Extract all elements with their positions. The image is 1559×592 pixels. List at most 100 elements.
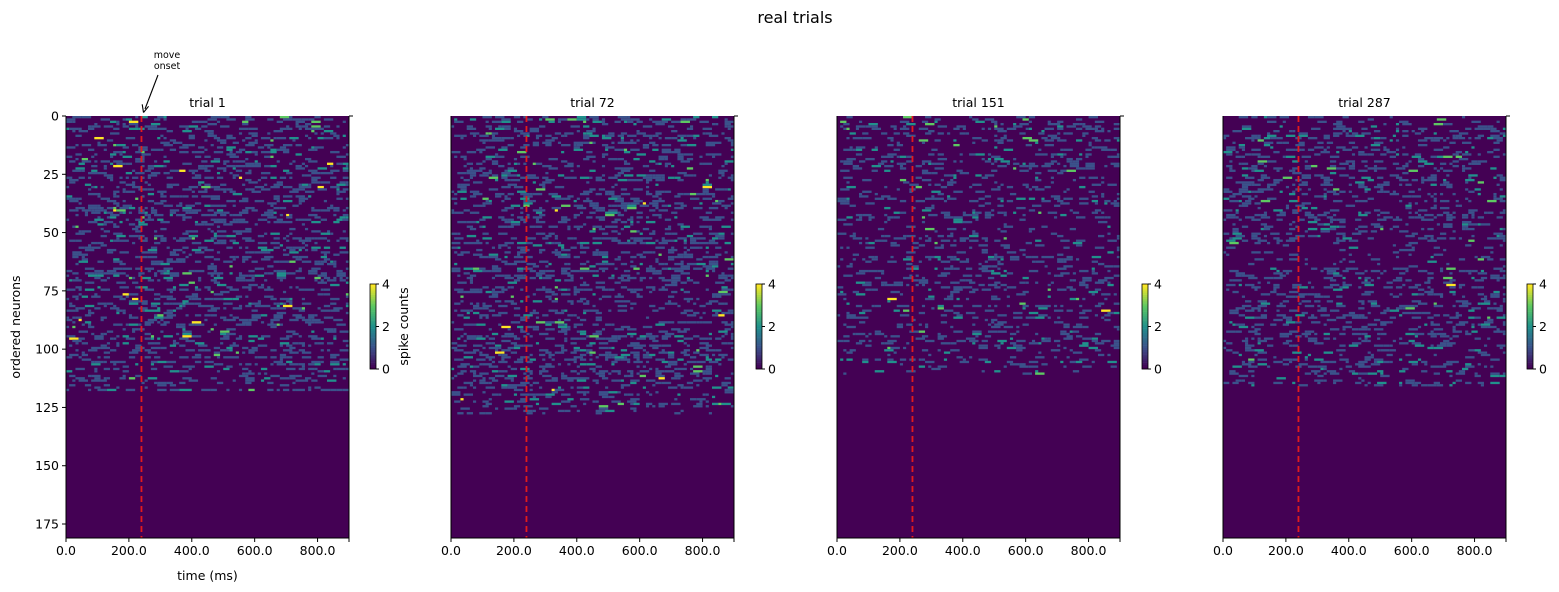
heatmap-cell: [1405, 183, 1412, 186]
heatmap-cell: [586, 150, 593, 154]
heatmap-cell: [345, 293, 349, 296]
heatmap-cell: [116, 311, 120, 315]
heatmap-cell: [623, 120, 628, 123]
heatmap-cell: [479, 167, 486, 170]
heatmap-cell: [172, 302, 183, 305]
colorbar-segment: [1142, 305, 1148, 308]
heatmap-cell: [122, 328, 126, 331]
heatmap-cell: [1304, 211, 1312, 214]
heatmap-cell: [260, 314, 268, 317]
heatmap-cell: [1079, 122, 1083, 126]
heatmap-cell: [238, 272, 243, 275]
heatmap-cell: [1251, 190, 1255, 193]
heatmap-cell: [216, 139, 227, 142]
heatmap-cell: [501, 118, 511, 121]
heatmap-cell: [235, 232, 243, 235]
heatmap-cell: [248, 251, 255, 254]
heatmap-cell: [601, 328, 606, 331]
heatmap-cell: [614, 225, 618, 228]
heatmap-cell: [147, 167, 155, 170]
heatmap-cell: [1333, 122, 1343, 126]
heatmap-cell: [311, 176, 321, 179]
heatmap-cell: [1417, 188, 1422, 191]
heatmap-cell: [125, 295, 129, 298]
colorbar-segment: [756, 343, 762, 346]
heatmap-cell: [270, 176, 277, 179]
heatmap-cell: [251, 150, 258, 154]
heatmap-cell: [680, 225, 690, 228]
heatmap-cell: [523, 195, 533, 198]
heatmap-cell: [482, 400, 489, 403]
heatmap-cell: [469, 288, 480, 291]
heatmap-cell: [868, 216, 875, 219]
heatmap-cell: [1079, 185, 1086, 189]
heatmap-cell: [627, 141, 637, 144]
heatmap-cell: [110, 132, 120, 135]
heatmap-cell: [727, 386, 734, 389]
heatmap-cell: [311, 246, 321, 249]
heatmap-cell: [846, 197, 850, 200]
heatmap-cell: [1373, 209, 1381, 212]
heatmap-cell: [884, 335, 888, 338]
heatmap-cell: [535, 225, 543, 228]
heatmap-cell: [1301, 155, 1312, 158]
heatmap-cell: [260, 379, 265, 382]
heatmap-cell: [601, 232, 609, 235]
heatmap-cell: [1348, 164, 1356, 168]
heatmap-cell: [220, 204, 227, 207]
heatmap-cell: [323, 304, 331, 308]
heatmap-cell: [1333, 192, 1340, 196]
heatmap-cell: [270, 297, 277, 301]
heatmap-cell: [157, 321, 161, 324]
colorbar-segment: [1142, 337, 1148, 340]
heatmap-cell: [693, 232, 703, 235]
heatmap-cell: [1085, 286, 1089, 289]
heatmap-cell: [267, 216, 277, 219]
heatmap-cell: [843, 122, 850, 126]
heatmap-cell: [953, 288, 963, 291]
heatmap-cell: [1238, 199, 1242, 203]
heatmap-cell: [677, 367, 687, 371]
heatmap-cell: [491, 290, 502, 294]
heatmap-cell: [1082, 325, 1089, 329]
heatmap-cell: [94, 153, 98, 156]
heatmap-cell: [213, 269, 217, 273]
heatmap-cell: [1091, 293, 1095, 296]
colorbar-tick-label: 4: [382, 277, 390, 292]
heatmap-cell: [1465, 181, 1469, 184]
heatmap-cell: [539, 213, 546, 217]
heatmap-cell: [887, 197, 897, 200]
heatmap-cell: [495, 344, 502, 347]
heatmap-cell: [457, 185, 467, 189]
heatmap-cell: [116, 195, 120, 198]
heatmap-cell: [267, 118, 274, 121]
heatmap-cell: [1050, 153, 1058, 156]
heatmap-cell: [88, 230, 92, 233]
heatmap-cell: [846, 185, 856, 189]
heatmap-cell: [630, 290, 637, 294]
heatmap-cell: [937, 335, 948, 338]
heatmap-cell: [176, 323, 180, 326]
heatmap-cell: [147, 164, 155, 168]
heatmap-cell: [627, 134, 637, 137]
heatmap-cell: [1254, 195, 1258, 198]
heatmap-cell: [226, 328, 236, 331]
heatmap-cell: [495, 349, 499, 352]
heatmap-cell: [463, 332, 467, 336]
heatmap-cell: [251, 209, 258, 212]
heatmap-cell: [1223, 188, 1230, 191]
heatmap-cell: [1000, 199, 1004, 203]
heatmap-cell: [517, 325, 524, 329]
heatmap-cell: [934, 246, 944, 249]
heatmap-cell: [166, 297, 177, 301]
heatmap-cell: [661, 176, 665, 179]
heatmap-cell: [721, 286, 728, 289]
heatmap-cell: [984, 335, 992, 338]
heatmap-cell: [686, 157, 694, 161]
heatmap-cell: [91, 360, 95, 364]
heatmap-cell: [251, 164, 261, 168]
heatmap-cell: [100, 332, 104, 336]
heatmap-cell: [342, 213, 349, 217]
heatmap-cell: [279, 353, 287, 357]
heatmap-cell: [683, 246, 687, 249]
